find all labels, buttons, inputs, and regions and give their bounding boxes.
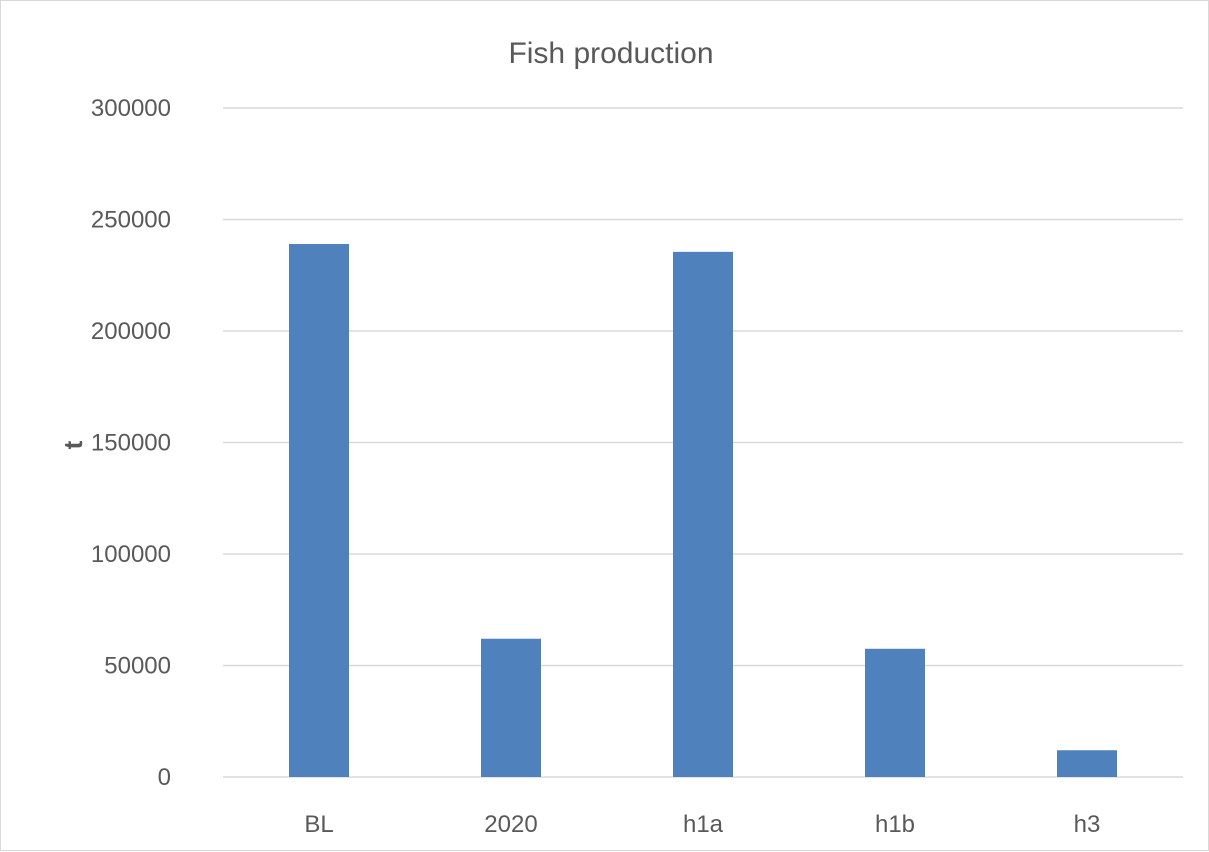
bar-bl <box>289 244 349 777</box>
bar-h1b <box>865 648 925 777</box>
x-tick-label: h3 <box>1074 811 1101 838</box>
y-tick-label: 200000 <box>91 318 171 345</box>
y-tick-label: 50000 <box>104 653 171 680</box>
x-tick-label: h1a <box>683 811 724 838</box>
x-tick-label: BL <box>304 811 333 838</box>
chart-title: Fish production <box>508 37 713 70</box>
bar-h1a <box>673 251 733 777</box>
y-tick-label: 300000 <box>91 95 171 122</box>
bar-h3 <box>1057 750 1117 777</box>
y-tick-label: 100000 <box>91 541 171 568</box>
bar-2020 <box>481 638 541 777</box>
x-tick-label: 2020 <box>484 811 537 838</box>
y-tick-label: 150000 <box>91 430 171 457</box>
x-axis-ticks: BL 2020 h1a h1b h3 <box>304 811 1100 838</box>
y-axis-label: t <box>58 440 88 449</box>
bars <box>289 244 1117 777</box>
y-tick-label: 0 <box>158 764 171 791</box>
y-axis-ticks: 0 50000 100000 150000 200000 250000 300000 <box>91 95 171 791</box>
x-tick-label: h1b <box>875 811 915 838</box>
y-tick-label: 250000 <box>91 207 171 234</box>
